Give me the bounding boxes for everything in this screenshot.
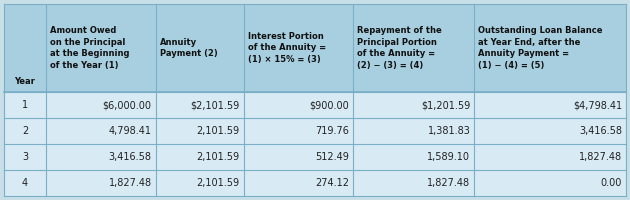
- Text: Year: Year: [14, 77, 35, 86]
- Text: $900.00: $900.00: [310, 100, 350, 110]
- Text: 1,827.48: 1,827.48: [427, 178, 471, 188]
- Text: 4: 4: [22, 178, 28, 188]
- Text: Repayment of the
Principal Portion
of the Annuity =
(2) − (3) = (4): Repayment of the Principal Portion of th…: [357, 26, 442, 70]
- Text: 1,827.48: 1,827.48: [108, 178, 152, 188]
- Text: 2,101.59: 2,101.59: [197, 152, 239, 162]
- Text: $4,798.41: $4,798.41: [573, 100, 622, 110]
- Text: 1,381.83: 1,381.83: [428, 126, 471, 136]
- Text: 4,798.41: 4,798.41: [108, 126, 152, 136]
- Text: $1,201.59: $1,201.59: [421, 100, 471, 110]
- Text: Interest Portion
of the Annuity =
(1) × 15% = (3): Interest Portion of the Annuity = (1) × …: [248, 32, 326, 64]
- Bar: [4, 4, 626, 92]
- Text: Annuity
Payment (2): Annuity Payment (2): [159, 38, 217, 58]
- Text: 719.76: 719.76: [316, 126, 350, 136]
- Text: 1: 1: [22, 100, 28, 110]
- Text: 1,589.10: 1,589.10: [427, 152, 471, 162]
- Text: Outstanding Loan Balance
at Year End, after the
Annuity Payment =
(1) − (4) = (5: Outstanding Loan Balance at Year End, af…: [478, 26, 603, 70]
- Text: 2,101.59: 2,101.59: [197, 126, 239, 136]
- Text: 0.00: 0.00: [600, 178, 622, 188]
- Text: 274.12: 274.12: [316, 178, 350, 188]
- Text: Amount Owed
on the Principal
at the Beginning
of the Year (1): Amount Owed on the Principal at the Begi…: [50, 26, 129, 70]
- Text: 1,827.48: 1,827.48: [579, 152, 622, 162]
- Text: 2: 2: [22, 126, 28, 136]
- Text: 2,101.59: 2,101.59: [197, 178, 239, 188]
- Text: 512.49: 512.49: [316, 152, 350, 162]
- Text: 3,416.58: 3,416.58: [579, 126, 622, 136]
- Text: 3,416.58: 3,416.58: [108, 152, 152, 162]
- Text: $6,000.00: $6,000.00: [103, 100, 152, 110]
- Text: 3: 3: [22, 152, 28, 162]
- Text: $2,101.59: $2,101.59: [190, 100, 239, 110]
